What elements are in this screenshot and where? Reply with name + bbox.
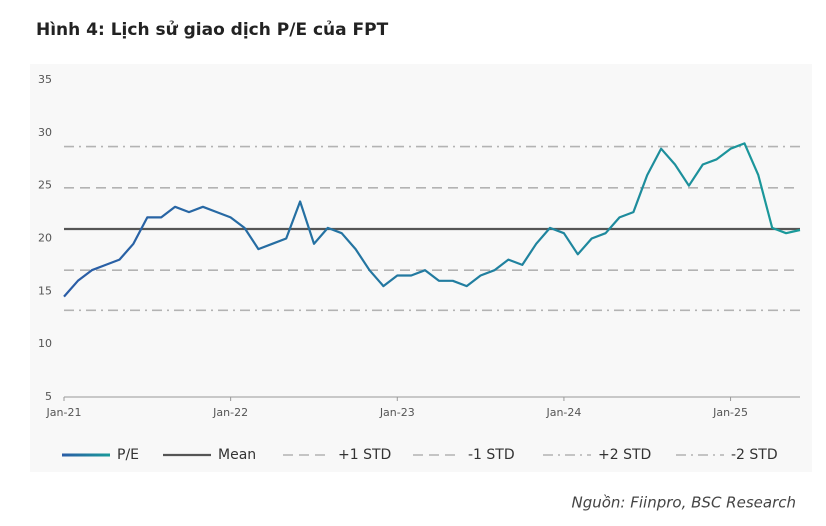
- y-tick-label: 5: [45, 390, 52, 403]
- legend-swatch: [62, 453, 110, 457]
- legend-label: P/E: [117, 447, 139, 463]
- source-note: Nguồn: Fiinpro, BSC Research: [572, 494, 797, 512]
- pe-line: [63, 142, 801, 298]
- chart-title: Hình 4: Lịch sử giao dịch P/E của FPT: [36, 20, 389, 40]
- legend-label: -1 STD: [468, 447, 515, 463]
- x-tick-label: Jan-22: [212, 406, 248, 419]
- y-tick-label: 25: [38, 179, 52, 192]
- x-tick-label: Jan-25: [712, 406, 748, 419]
- x-tick-label: Jan-24: [545, 406, 581, 419]
- legend-label: +1 STD: [338, 447, 391, 463]
- y-tick-label: 10: [38, 337, 52, 350]
- y-tick-label: 20: [38, 232, 52, 245]
- y-tick-label: 30: [38, 126, 52, 139]
- x-tick-label: Jan-21: [46, 406, 82, 419]
- legend-label: -2 STD: [731, 447, 778, 463]
- x-tick-label: Jan-23: [379, 406, 415, 419]
- y-tick-label: 35: [38, 73, 52, 86]
- legend-label: +2 STD: [598, 447, 651, 463]
- y-tick-label: 15: [38, 284, 52, 297]
- legend-label: Mean: [218, 447, 256, 463]
- plot-panel: [30, 64, 812, 472]
